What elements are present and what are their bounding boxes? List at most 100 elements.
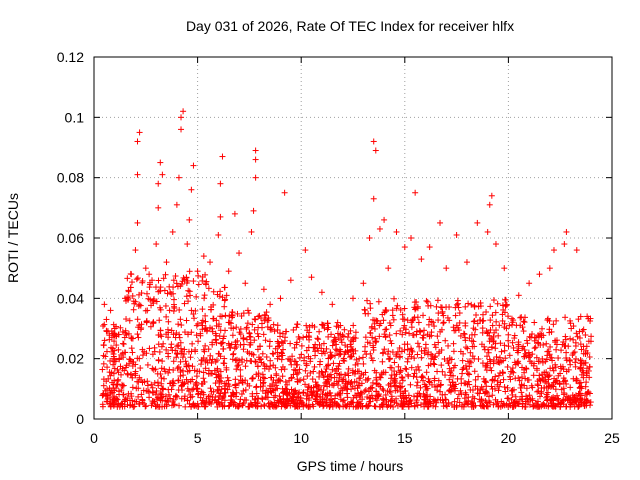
data-point-marker xyxy=(230,350,237,357)
data-point-marker xyxy=(303,347,310,354)
data-point-marker xyxy=(471,368,478,375)
data-point-marker xyxy=(143,290,150,297)
data-point-marker xyxy=(360,360,367,367)
data-point-marker xyxy=(363,402,370,409)
data-point-marker xyxy=(270,321,277,328)
data-point-marker xyxy=(479,311,486,318)
data-point-marker xyxy=(403,366,410,373)
data-point-marker xyxy=(155,382,162,389)
data-point-marker xyxy=(175,387,182,394)
data-point-marker xyxy=(440,319,447,326)
data-point-marker xyxy=(252,174,259,181)
data-point-marker xyxy=(350,322,357,329)
data-point-marker xyxy=(249,321,256,328)
data-point-marker xyxy=(155,341,162,348)
data-point-marker xyxy=(262,337,269,344)
data-point-marker xyxy=(129,384,136,391)
data-point-marker xyxy=(385,265,392,272)
data-point-marker xyxy=(553,317,560,324)
data-point-marker xyxy=(454,395,461,402)
data-point-marker xyxy=(290,371,297,378)
data-point-marker xyxy=(101,301,108,308)
data-point-marker xyxy=(334,391,341,398)
data-point-marker xyxy=(190,162,197,169)
data-point-marker xyxy=(371,325,378,332)
data-point-marker xyxy=(230,325,237,332)
data-point-marker xyxy=(318,289,325,296)
data-point-marker xyxy=(394,302,401,309)
data-point-marker xyxy=(252,156,259,163)
data-point-marker xyxy=(341,326,348,333)
data-point-marker xyxy=(484,228,491,235)
data-point-marker xyxy=(99,366,106,373)
data-point-marker xyxy=(157,390,164,397)
data-point-marker xyxy=(544,315,551,322)
data-point-marker xyxy=(312,379,319,386)
data-point-marker xyxy=(529,384,536,391)
data-point-marker xyxy=(225,268,232,275)
data-point-marker xyxy=(490,357,497,364)
data-point-marker xyxy=(303,362,310,369)
data-point-marker xyxy=(251,326,258,333)
data-point-marker xyxy=(386,388,393,395)
data-point-marker xyxy=(535,388,542,395)
data-point-marker xyxy=(130,306,137,313)
data-point-marker xyxy=(412,305,419,312)
data-point-marker xyxy=(164,290,171,297)
data-point-marker xyxy=(274,326,281,333)
data-point-marker xyxy=(344,334,351,341)
data-point-marker xyxy=(453,231,460,238)
data-point-marker xyxy=(173,354,180,361)
data-point-marker xyxy=(132,247,139,254)
data-point-marker xyxy=(387,389,394,396)
data-point-marker xyxy=(159,171,166,178)
data-point-marker xyxy=(412,306,419,313)
data-point-marker xyxy=(354,399,361,406)
data-point-marker xyxy=(406,330,413,337)
data-point-marker xyxy=(507,376,514,383)
data-point-marker xyxy=(544,389,551,396)
data-point-marker xyxy=(370,195,377,202)
data-point-marker xyxy=(240,346,247,353)
data-point-marker xyxy=(558,399,565,406)
data-point-marker xyxy=(432,344,439,351)
data-point-marker xyxy=(176,402,183,409)
data-point-marker xyxy=(430,360,437,367)
data-point-marker xyxy=(474,320,481,327)
data-point-marker xyxy=(157,159,164,166)
data-point-marker xyxy=(411,402,418,409)
data-point-marker xyxy=(555,372,562,379)
data-point-marker xyxy=(220,360,227,367)
data-point-marker xyxy=(325,333,332,340)
data-point-marker xyxy=(110,361,117,368)
data-point-marker xyxy=(425,362,432,369)
data-point-marker xyxy=(209,328,216,335)
data-point-marker xyxy=(350,295,356,302)
data-point-marker xyxy=(487,317,494,324)
data-point-marker xyxy=(364,394,371,401)
data-point-marker xyxy=(251,316,258,323)
data-point-marker xyxy=(486,201,493,208)
data-point-marker xyxy=(260,286,267,293)
data-point-marker xyxy=(496,322,503,329)
data-point-marker xyxy=(516,396,523,403)
data-point-marker xyxy=(158,380,165,387)
data-point-marker xyxy=(281,189,288,196)
data-point-marker xyxy=(185,348,192,355)
data-point-marker xyxy=(163,346,170,353)
data-point-marker xyxy=(207,259,214,266)
data-point-marker xyxy=(144,378,151,385)
data-point-marker xyxy=(494,300,501,307)
data-point-marker xyxy=(420,377,427,384)
data-point-marker xyxy=(382,369,389,376)
data-point-marker xyxy=(366,235,373,241)
data-point-marker xyxy=(203,278,210,285)
data-point-marker xyxy=(195,272,202,279)
data-point-marker xyxy=(397,327,404,334)
data-point-marker xyxy=(256,312,263,319)
data-point-marker xyxy=(214,387,221,394)
data-point-marker xyxy=(116,355,123,362)
data-point-marker xyxy=(302,247,309,254)
data-point-marker xyxy=(197,330,204,337)
data-point-marker xyxy=(369,379,376,386)
